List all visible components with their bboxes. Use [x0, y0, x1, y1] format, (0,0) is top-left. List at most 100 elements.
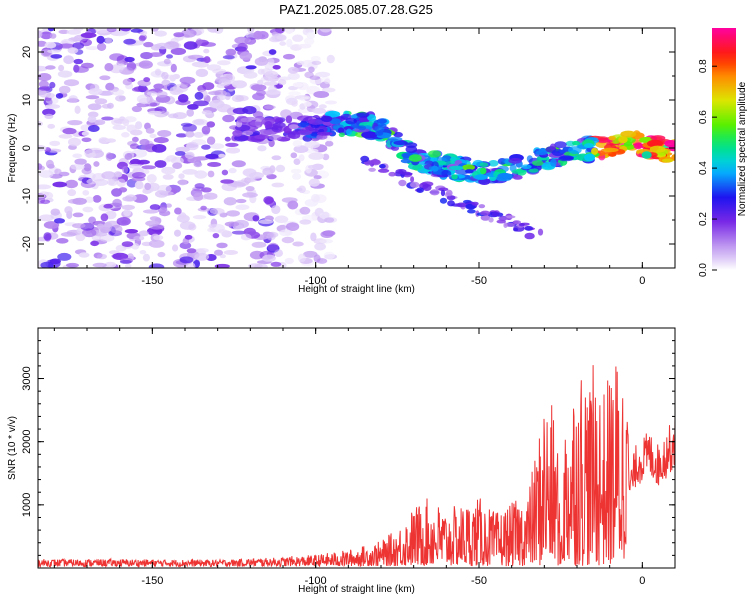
noise-blob — [325, 140, 334, 147]
noise-blob — [286, 222, 300, 232]
signal-blob — [618, 136, 628, 144]
signal-blob — [608, 135, 616, 141]
noise-blob — [208, 223, 217, 229]
noise-blob — [308, 152, 325, 160]
noise-blob — [290, 152, 298, 159]
signal-blob — [367, 114, 377, 122]
noise-blob — [124, 229, 138, 234]
signal-blob — [268, 134, 282, 141]
noise-blob — [110, 224, 123, 234]
signal-blob — [308, 119, 325, 125]
noise-blob — [307, 164, 319, 169]
noise-blob — [49, 33, 57, 39]
noise-blob — [271, 155, 282, 161]
noise-blob — [132, 136, 139, 143]
noise-blob — [303, 250, 318, 258]
noise-blob — [206, 136, 216, 145]
signal-blob — [649, 145, 666, 153]
noise-blob — [207, 170, 215, 178]
noise-blob — [101, 116, 114, 121]
noise-blob — [180, 122, 193, 127]
signal-blob — [340, 113, 352, 120]
branch-blob — [496, 219, 506, 224]
noise-blob — [243, 71, 258, 79]
noise-blob — [165, 203, 172, 208]
noise-blob — [68, 97, 78, 103]
noise-blob — [249, 172, 264, 179]
signal-blob — [329, 118, 342, 125]
noise-blob — [85, 196, 94, 203]
noise-blob — [214, 263, 230, 268]
noise-blob — [311, 60, 322, 65]
signal-blob — [346, 128, 352, 136]
noise-blob — [314, 242, 326, 251]
signal-blob — [591, 147, 599, 155]
noise-blob — [287, 200, 299, 210]
noise-blob — [299, 96, 312, 102]
branch-blob — [377, 168, 390, 173]
noise-blob — [58, 43, 75, 49]
signal-blob — [572, 140, 581, 146]
snr-series-line — [38, 365, 675, 568]
signal-blob — [465, 169, 474, 174]
noise-blob — [58, 29, 70, 34]
signal-blob — [297, 122, 309, 128]
branch-blob — [524, 225, 533, 231]
branch-blob — [388, 171, 397, 177]
noise-blob — [232, 80, 247, 89]
signal-blob — [449, 165, 464, 171]
noise-blob — [174, 229, 181, 237]
branch-blob — [410, 176, 415, 183]
noise-blob — [242, 192, 258, 198]
noise-blob — [124, 56, 135, 63]
noise-blob — [326, 54, 335, 64]
noise-blob — [73, 66, 89, 73]
noise-blob — [147, 110, 162, 115]
noise-blob — [115, 95, 126, 102]
noise-blob — [224, 136, 231, 142]
noise-blob — [185, 262, 196, 268]
noise-blob — [133, 235, 145, 241]
noise-blob — [231, 160, 246, 168]
noise-blob — [176, 214, 190, 223]
noise-blob — [304, 37, 315, 46]
noise-blob — [171, 156, 184, 165]
signal-blob — [405, 142, 418, 148]
signal-blob — [376, 118, 387, 124]
signal-blob — [521, 164, 532, 170]
signal-blob — [633, 142, 643, 150]
colorbar-gradient — [712, 28, 736, 270]
branch-blob — [360, 155, 370, 162]
noise-blob — [184, 234, 193, 240]
noise-blob — [212, 233, 220, 239]
noise-blob — [151, 144, 167, 153]
noise-blob — [186, 109, 194, 117]
signal-blob — [558, 156, 574, 162]
noise-blob — [57, 252, 72, 261]
noise-blob — [222, 55, 235, 60]
colorbar-tick-label: 0.8 — [698, 59, 709, 73]
noise-blob — [88, 88, 103, 96]
noise-blob — [205, 153, 220, 160]
noise-blob — [92, 195, 102, 203]
x-tick-label: -150 — [141, 275, 163, 287]
branch-blob — [439, 197, 448, 204]
colorbar-tick-label: 0.0 — [698, 263, 709, 277]
noise-blob — [271, 205, 281, 215]
branch-blob — [471, 201, 479, 206]
branch-blob — [416, 187, 424, 193]
noise-blob — [139, 138, 150, 146]
branch-blob — [438, 187, 449, 192]
noise-blob — [200, 205, 207, 211]
noise-blob — [90, 240, 99, 247]
noise-blob — [258, 219, 274, 224]
noise-blob — [324, 78, 331, 85]
noise-blob — [283, 53, 295, 60]
noise-blob — [66, 262, 79, 268]
signal-blob — [497, 172, 513, 180]
signal-blob — [532, 160, 544, 166]
noise-blob — [49, 140, 61, 147]
noise-blob — [305, 148, 319, 154]
signal-blob — [374, 125, 385, 133]
branch-blob — [422, 184, 432, 191]
